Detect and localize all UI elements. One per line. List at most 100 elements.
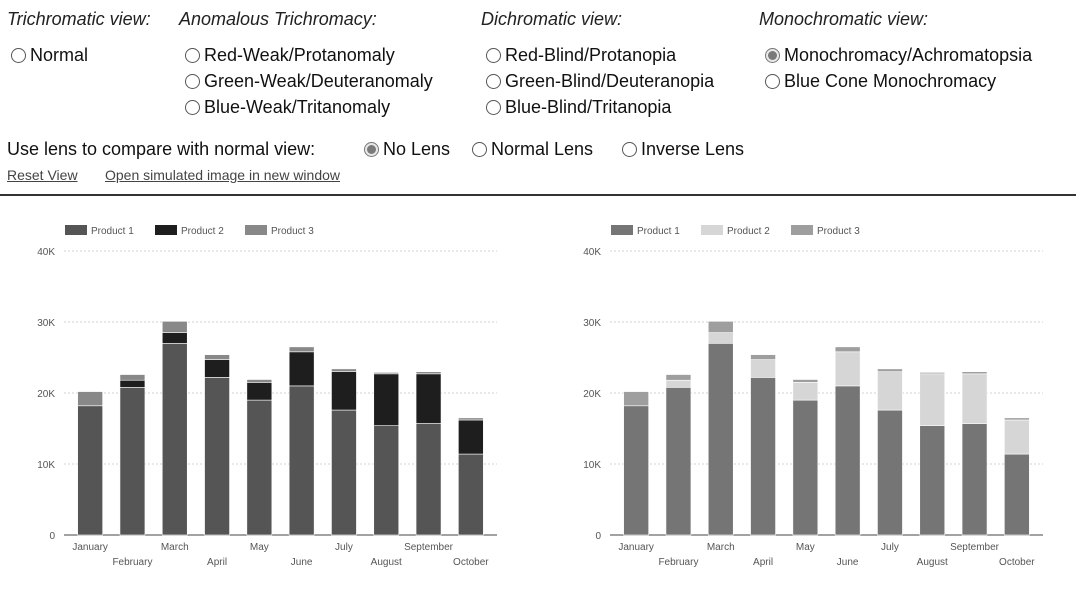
bar-segment-1	[288, 385, 315, 536]
radio-protanomaly[interactable]: Red-Weak/Protanomaly	[185, 43, 395, 67]
bar-segment-2	[161, 332, 188, 344]
bar-segment-2	[288, 351, 315, 387]
x-tick-label: February	[658, 557, 698, 568]
y-tick-label: 0	[49, 531, 55, 542]
x-tick-label: July	[881, 542, 899, 553]
radio-label: Green-Weak/Deuteranomaly	[204, 70, 433, 91]
bar-segment-3	[750, 354, 776, 360]
radio-label: Blue-Blind/Tritanopia	[505, 96, 672, 117]
radio-label: Green-Blind/Deuteranopia	[505, 70, 715, 91]
chart-normal-view: 0 10K 20K 30K 40K Product 1 Product 2 Product 3…	[37, 225, 497, 568]
reset-view-link[interactable]: Reset View	[7, 167, 78, 183]
bar-segment-2	[707, 332, 734, 344]
radio-circle-icon[interactable]	[486, 73, 501, 89]
radio-circle-icon[interactable]	[622, 141, 637, 157]
x-tick-label: January	[72, 542, 108, 553]
radio-protanopia[interactable]: Red-Blind/Protanopia	[486, 43, 676, 67]
x-tick-label: September	[950, 542, 1000, 553]
radio-checked-icon[interactable]	[765, 47, 780, 63]
radio-circle-icon[interactable]	[765, 73, 780, 89]
y-tick-label: 30K	[37, 318, 55, 329]
radio-circle-icon[interactable]	[185, 99, 200, 115]
legend-swatch-2	[155, 225, 177, 235]
bar-segment-3	[373, 372, 400, 375]
radio-circle-icon[interactable]	[11, 47, 26, 63]
bar-segment-3	[331, 368, 357, 373]
bar-segment-1	[161, 343, 188, 536]
radio-normal[interactable]: Normal	[11, 43, 88, 67]
bar-segment-3	[623, 391, 649, 407]
radio-label: Inverse Lens	[641, 138, 745, 159]
bar-segment-1	[834, 385, 861, 536]
radio-circle-icon[interactable]	[185, 73, 200, 89]
radio-circle-icon[interactable]	[486, 47, 501, 63]
bar-segment-1	[750, 377, 776, 536]
bar-segment-3	[204, 354, 230, 360]
y-tick-label: 40K	[583, 247, 601, 258]
y-tick-label: 10K	[583, 460, 601, 471]
bar-segment-2	[792, 382, 819, 401]
radio-tritanomaly[interactable]: Blue-Weak/Tritanomaly	[185, 95, 390, 119]
bar-segment-1	[707, 343, 734, 536]
radio-inverse-lens[interactable]: Inverse Lens	[622, 137, 744, 161]
bar-segment-3	[288, 346, 315, 353]
x-tick-label: October	[453, 557, 489, 568]
x-tick-label: January	[618, 542, 654, 553]
radio-label: Blue-Weak/Tritanomaly	[204, 96, 391, 117]
bar-segment-3	[792, 379, 819, 383]
open-new-window-link[interactable]: Open simulated image in new window	[105, 167, 341, 183]
bar-segment-2	[246, 382, 273, 401]
bar-segment-2	[204, 359, 230, 378]
bar-segment-2	[373, 373, 400, 426]
legend-swatch-1	[65, 225, 87, 235]
radio-tritanopia[interactable]: Blue-Blind/Tritanopia	[486, 95, 671, 119]
legend-swatch-2	[701, 225, 723, 235]
y-tick-label: 0	[595, 531, 601, 542]
bar-segment-3	[877, 368, 903, 373]
radio-label: Red-Weak/Protanomaly	[204, 44, 395, 65]
bar-segment-1	[204, 377, 230, 536]
divider	[0, 194, 1076, 196]
y-tick-label: 10K	[37, 460, 55, 471]
bar-segment-1	[665, 387, 692, 536]
bar-segment-1	[373, 425, 400, 536]
bar-segment-1	[623, 405, 649, 536]
bar-segment-1	[792, 399, 819, 536]
radio-label: Normal Lens	[491, 138, 594, 159]
radio-circle-icon[interactable]	[486, 99, 501, 115]
bar-segment-2	[961, 373, 988, 424]
radio-label: Blue Cone Monochromacy	[784, 70, 997, 91]
radio-achromatopsia[interactable]: Monochromacy/Achromatopsia	[765, 43, 1032, 67]
bar-segment-1	[77, 405, 103, 536]
y-tick-label: 20K	[583, 389, 601, 400]
legend-label-1: Product 1	[637, 226, 680, 237]
bar-segment-3	[458, 417, 484, 421]
dichromatic-header: Dichromatic view:	[481, 9, 623, 29]
bar-segment-2	[458, 419, 484, 455]
radio-normal-lens[interactable]: Normal Lens	[472, 137, 593, 161]
x-tick-label: May	[250, 542, 269, 553]
x-tick-label: April	[207, 557, 227, 568]
legend-label-2: Product 2	[181, 226, 224, 237]
legend-label-3: Product 3	[817, 226, 860, 237]
legend-swatch-3	[791, 225, 813, 235]
bar-segment-1	[331, 409, 357, 536]
radio-deuteranomaly[interactable]: Green-Weak/Deuteranomaly	[185, 69, 433, 93]
radio-circle-icon[interactable]	[185, 47, 200, 63]
x-tick-label: September	[404, 542, 454, 553]
bar-segment-2	[1004, 419, 1030, 455]
radio-label: No Lens	[383, 138, 451, 159]
radio-circle-icon[interactable]	[472, 141, 487, 157]
radio-label: Monochromacy/Achromatopsia	[784, 44, 1033, 65]
x-tick-label: July	[335, 542, 353, 553]
bar-segment-3	[834, 346, 861, 353]
radio-blue-cone-monochromacy[interactable]: Blue Cone Monochromacy	[765, 69, 996, 93]
radio-checked-icon[interactable]	[364, 141, 379, 157]
radio-deuteranopia[interactable]: Green-Blind/Deuteranopia	[486, 69, 714, 93]
legend-label-3: Product 3	[271, 226, 314, 237]
y-tick-label: 30K	[583, 318, 601, 329]
bar-segment-1	[119, 387, 146, 536]
radio-no-lens[interactable]: No Lens	[364, 137, 450, 161]
bar-segment-2	[665, 379, 692, 388]
chart-simulated-view: 0 10K 20K 30K 40K Product 1 Product 2 Product 3…	[583, 225, 1043, 568]
